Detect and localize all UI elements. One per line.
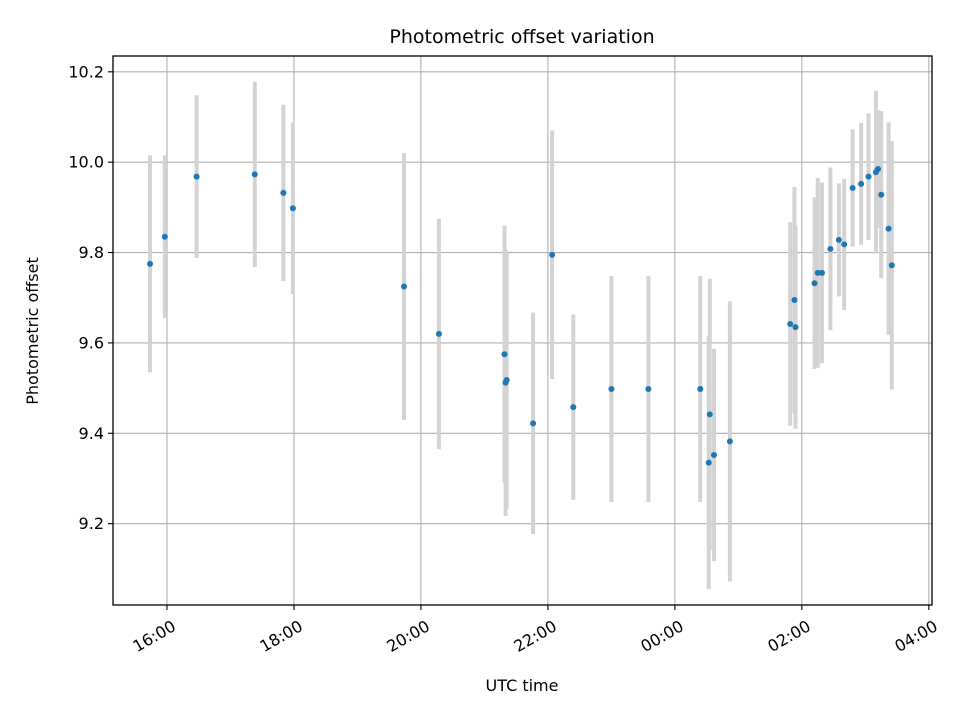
data-point xyxy=(570,404,577,411)
data-point xyxy=(711,451,718,458)
data-point xyxy=(885,225,892,232)
data-point xyxy=(697,386,704,393)
data-point xyxy=(835,236,842,243)
data-point xyxy=(818,269,825,276)
data-point xyxy=(875,165,882,172)
data-point xyxy=(878,191,885,198)
plot-frame xyxy=(112,55,933,606)
data-point xyxy=(608,386,615,393)
data-point xyxy=(706,411,713,418)
data-point xyxy=(435,330,442,337)
data-point xyxy=(705,459,712,466)
data-point xyxy=(645,386,652,393)
data-point xyxy=(791,297,798,303)
data-point xyxy=(161,233,168,240)
data-point xyxy=(849,184,856,191)
y-tick-label: 10.2 xyxy=(68,62,104,81)
data-point xyxy=(827,245,834,252)
data-point xyxy=(792,324,799,331)
chart-title: Photometric offset variation xyxy=(389,26,654,48)
data-point xyxy=(503,376,510,383)
data-point xyxy=(289,205,296,212)
data-point xyxy=(888,262,895,269)
data-point xyxy=(501,351,508,358)
data-point xyxy=(147,260,154,267)
y-tick-label: 9.6 xyxy=(79,333,104,352)
data-point xyxy=(251,171,258,178)
data-point xyxy=(400,283,407,290)
data-point xyxy=(841,241,848,248)
y-tick-label: 10.0 xyxy=(68,153,104,172)
x-axis-title: UTC time xyxy=(486,676,559,695)
data-point xyxy=(865,173,872,180)
data-point xyxy=(280,189,287,196)
y-tick-label: 9.4 xyxy=(79,424,104,443)
y-axis: 9.2 9.4 9.6 9.8 10.0 10.2 xyxy=(68,62,113,533)
data-point xyxy=(858,180,865,187)
data-point xyxy=(787,320,794,327)
data-point xyxy=(530,420,537,427)
point-layer xyxy=(147,165,895,466)
data-point xyxy=(814,269,821,276)
y-tick-label: 9.8 xyxy=(79,243,104,262)
y-tick-label: 9.2 xyxy=(79,514,104,533)
data-point xyxy=(549,251,556,258)
data-point xyxy=(726,438,733,445)
data-point xyxy=(811,280,818,287)
y-axis-title: Photometric offset xyxy=(23,257,42,405)
data-point xyxy=(193,173,200,180)
